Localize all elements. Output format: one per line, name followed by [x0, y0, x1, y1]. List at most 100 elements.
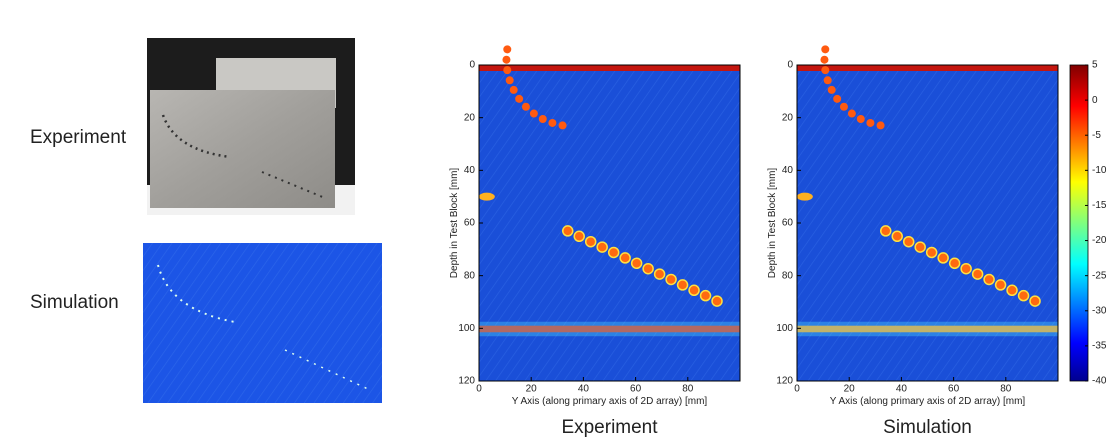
reflector	[515, 94, 524, 103]
reflector	[1017, 289, 1030, 302]
y-tick-label: 40	[464, 165, 476, 176]
reflector	[820, 55, 829, 64]
reflector	[619, 252, 631, 264]
reflector	[866, 118, 875, 127]
reflector	[505, 76, 514, 85]
colorbar-tick-label: -20	[1092, 235, 1107, 246]
x-tick-label: 20	[844, 384, 856, 395]
reflector	[983, 273, 995, 286]
reflector	[558, 121, 567, 130]
x-tick-label: 40	[896, 384, 908, 395]
reflector	[856, 114, 865, 123]
reflector	[1006, 284, 1018, 297]
y-tick-label: 120	[458, 376, 475, 387]
x-tick-label: 0	[476, 384, 482, 395]
x-tick-label: 80	[1000, 384, 1012, 395]
reflector	[676, 279, 689, 291]
reflector	[902, 235, 915, 248]
x-axis-label: Y Axis (along primary axis of 2D array) …	[512, 396, 708, 407]
y-tick-label: 80	[464, 270, 476, 281]
y-tick-label: 80	[782, 270, 794, 281]
reflector	[914, 241, 926, 253]
reflector	[823, 76, 832, 85]
reflector	[642, 262, 654, 275]
reflector	[891, 230, 903, 243]
y-axis-label: Depth in Test Block [mm]	[767, 168, 778, 279]
y-tick-label: 40	[782, 165, 794, 176]
reflector	[573, 230, 585, 243]
y-tick-label: 120	[776, 376, 793, 387]
colorbar-tick-label: 5	[1092, 60, 1098, 71]
colorbar-tick-label: -30	[1092, 305, 1107, 316]
reflector	[503, 45, 512, 54]
reflector	[584, 235, 597, 248]
back-wall-halo	[797, 321, 1058, 337]
reflector	[548, 118, 557, 127]
reflector	[509, 85, 518, 94]
colorbar-tick-label: -25	[1092, 270, 1107, 281]
reflector	[971, 268, 984, 280]
reflector	[561, 225, 574, 237]
reflector	[478, 192, 495, 201]
simulation-image	[143, 243, 382, 403]
x-tick-label: 0	[794, 384, 800, 395]
y-axis-label: Depth in Test Block [mm]	[449, 168, 460, 279]
row-label: Simulation	[30, 292, 119, 313]
x-tick-label: 20	[526, 384, 538, 395]
y-tick-label: 0	[787, 60, 793, 71]
y-tick-label: 100	[458, 323, 475, 334]
colorbar-tick-label: -35	[1092, 341, 1107, 352]
colorbar-tick-label: -5	[1092, 130, 1101, 141]
reflector	[839, 102, 848, 111]
panel-caption: Simulation	[883, 417, 972, 438]
colorbar-tick-label: -15	[1092, 200, 1107, 211]
y-tick-label: 60	[464, 218, 476, 229]
reflector	[960, 262, 972, 275]
reflector	[538, 114, 547, 123]
reflector	[879, 225, 892, 237]
reflector	[994, 279, 1007, 291]
reflector	[796, 192, 813, 201]
reflector	[607, 246, 620, 259]
reflector	[1029, 295, 1041, 307]
back-wall	[797, 325, 1058, 333]
back-wall-halo	[479, 321, 740, 337]
x-tick-label: 80	[682, 384, 694, 395]
reflector	[529, 109, 538, 118]
reflector	[847, 109, 856, 118]
top-band	[479, 65, 740, 71]
top-band	[797, 65, 1058, 71]
y-tick-label: 0	[469, 60, 475, 71]
colorbar-tick-label: -10	[1092, 165, 1107, 176]
x-axis-label: Y Axis (along primary axis of 2D array) …	[830, 396, 1026, 407]
y-tick-label: 20	[464, 112, 476, 123]
reflector	[699, 289, 712, 302]
back-wall	[479, 325, 740, 333]
reflector	[653, 268, 666, 280]
colorbar	[1069, 64, 1089, 382]
y-tick-label: 20	[782, 112, 794, 123]
reflector	[821, 66, 830, 75]
photo	[147, 38, 355, 215]
reflector	[711, 295, 723, 307]
reflector	[665, 273, 677, 286]
reflector	[827, 85, 836, 94]
reflector	[688, 284, 700, 297]
x-tick-label: 60	[948, 384, 960, 395]
colorbar-tick-label: 0	[1092, 95, 1098, 106]
reflector	[630, 257, 643, 270]
y-tick-label: 100	[776, 323, 793, 334]
x-tick-label: 40	[578, 384, 590, 395]
reflector	[502, 55, 511, 64]
reflector	[503, 66, 512, 75]
reflector	[925, 246, 938, 259]
x-tick-label: 60	[630, 384, 642, 395]
reflector	[937, 252, 949, 264]
panel-caption: Experiment	[561, 417, 658, 438]
reflector	[833, 94, 842, 103]
reflector	[596, 241, 608, 253]
reflector	[948, 257, 961, 270]
y-tick-label: 60	[782, 218, 794, 229]
colorbar-tick-label: -40	[1092, 376, 1107, 387]
